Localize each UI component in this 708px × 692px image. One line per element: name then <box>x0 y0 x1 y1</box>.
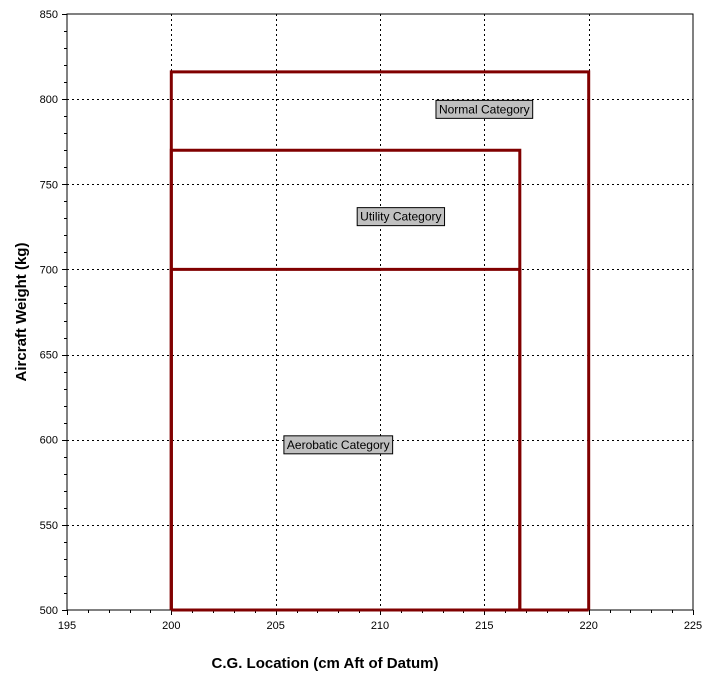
label-box <box>283 435 394 455</box>
y-tick-label: 500 <box>40 605 58 617</box>
y-axis-title: Aircraft Weight (kg) <box>13 243 30 382</box>
label-text: Aerobatic Category <box>287 438 390 452</box>
y-tick-label: 800 <box>40 94 58 106</box>
y-tick-label: 700 <box>40 264 58 276</box>
label-box <box>356 207 446 227</box>
x-tick-label: 210 <box>371 620 389 632</box>
normal-category-label: Normal Category <box>435 99 534 119</box>
y-tick-label: 650 <box>40 350 58 362</box>
x-tick-label: 205 <box>266 620 284 632</box>
label-box <box>435 99 534 119</box>
x-tick-label: 220 <box>579 620 597 632</box>
grid <box>67 14 693 610</box>
y-tick-label: 550 <box>40 520 58 532</box>
y-tick-label: 750 <box>40 179 58 191</box>
utility-category-label: Utility Category <box>356 207 446 227</box>
x-tick-label: 215 <box>475 620 493 632</box>
label-text: Utility Category <box>360 210 441 224</box>
utility-category-envelope <box>169 148 522 610</box>
y-tick-label: 600 <box>40 435 58 447</box>
axis-ticks: 195 200 205 210 215 220 225 500 550 600 650 700 750 8… <box>40 9 703 632</box>
label-text: Normal Category <box>439 102 530 116</box>
x-tick-label: 195 <box>58 620 76 632</box>
category-envelopes <box>169 70 591 612</box>
x-tick-label: 200 <box>162 620 180 632</box>
category-labels: Normal Category Utility Category Aerobatic… <box>283 99 534 455</box>
aerobatic-category-envelope <box>169 267 522 610</box>
x-axis-title: C.G. Location (cm Aft of Datum) <box>212 655 439 672</box>
y-tick-label: 850 <box>40 9 58 21</box>
x-tick-label: 225 <box>684 620 702 632</box>
aerobatic-category-label: Aerobatic Category <box>283 435 394 455</box>
